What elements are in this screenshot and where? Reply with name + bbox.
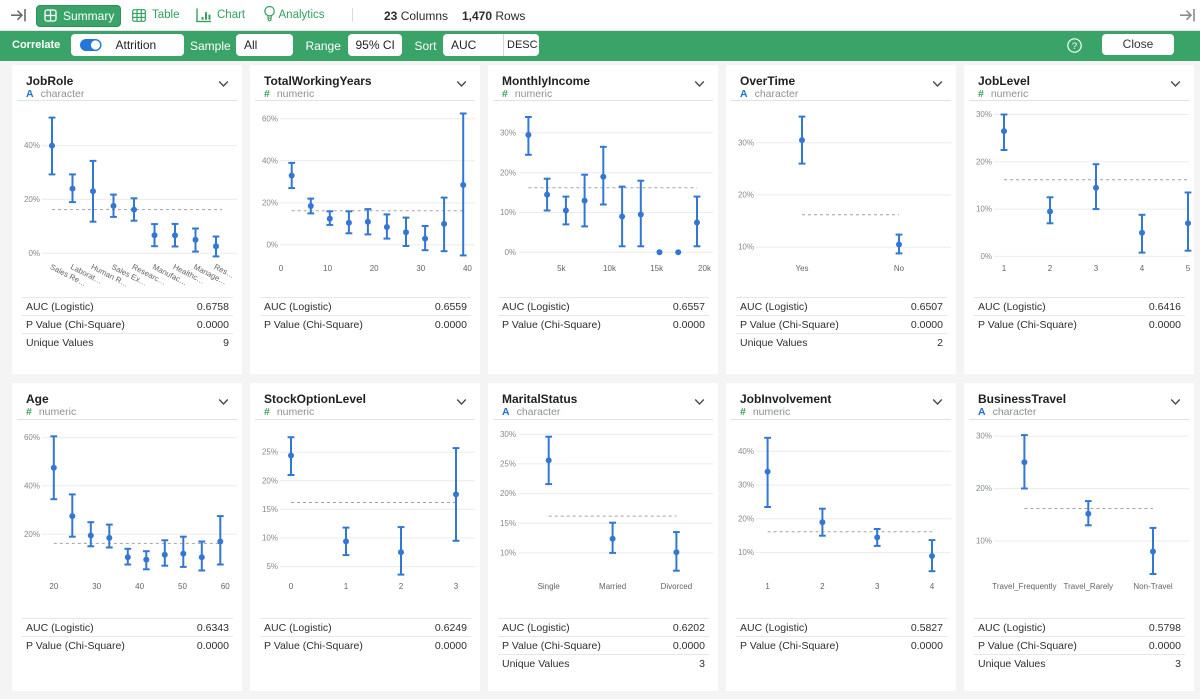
svg-text:20%: 20% [738, 514, 754, 523]
svg-text:5k: 5k [557, 264, 566, 273]
svg-text:Divorced: Divorced [661, 582, 693, 591]
svg-text:40: 40 [135, 582, 144, 591]
svg-text:No: No [894, 264, 905, 273]
svg-text:40%: 40% [738, 447, 754, 456]
svg-text:30%: 30% [500, 128, 516, 137]
svg-text:40%: 40% [262, 156, 278, 165]
svg-text:Non-Travel: Non-Travel [1133, 582, 1172, 591]
svg-text:40: 40 [463, 264, 472, 273]
svg-text:10%: 10% [500, 208, 516, 217]
svg-text:1: 1 [1002, 264, 1007, 273]
svg-text:60%: 60% [262, 114, 278, 123]
svg-text:3: 3 [1094, 264, 1099, 273]
svg-text:0: 0 [279, 264, 284, 273]
svg-text:2: 2 [399, 582, 404, 591]
svg-text:20k: 20k [698, 264, 712, 273]
svg-text:10%: 10% [976, 204, 992, 213]
svg-text:1: 1 [765, 582, 770, 591]
svg-text:10%: 10% [500, 549, 516, 558]
svg-text:30%: 30% [738, 481, 754, 490]
svg-text:20%: 20% [500, 168, 516, 177]
svg-text:Yes: Yes [795, 264, 808, 273]
svg-text:0%: 0% [266, 240, 278, 249]
svg-text:4: 4 [930, 582, 935, 591]
svg-text:10: 10 [323, 264, 332, 273]
svg-text:2: 2 [1048, 264, 1053, 273]
svg-text:20%: 20% [738, 190, 754, 199]
svg-text:30: 30 [416, 264, 425, 273]
svg-text:3: 3 [454, 582, 459, 591]
svg-text:15%: 15% [500, 519, 516, 528]
svg-text:10k: 10k [603, 264, 617, 273]
svg-text:Married: Married [599, 582, 626, 591]
svg-text:40%: 40% [24, 141, 40, 150]
svg-text:10%: 10% [738, 242, 754, 251]
svg-text:10%: 10% [738, 548, 754, 557]
svg-text:20: 20 [49, 582, 58, 591]
svg-text:4: 4 [1140, 264, 1145, 273]
svg-text:20%: 20% [262, 476, 278, 485]
svg-text:20%: 20% [262, 198, 278, 207]
svg-text:30: 30 [92, 582, 101, 591]
svg-text:0%: 0% [28, 248, 40, 257]
svg-text:Single: Single [538, 582, 561, 591]
svg-text:Travel_Frequently: Travel_Frequently [992, 582, 1056, 591]
svg-text:20: 20 [370, 264, 379, 273]
svg-text:10%: 10% [976, 537, 992, 546]
svg-text:30%: 30% [738, 138, 754, 147]
svg-text:50: 50 [178, 582, 187, 591]
svg-text:25%: 25% [262, 448, 278, 457]
svg-text:1: 1 [344, 582, 349, 591]
svg-text:15k: 15k [650, 264, 664, 273]
svg-text:30%: 30% [976, 110, 992, 119]
svg-text:30%: 30% [976, 432, 992, 441]
svg-text:20%: 20% [976, 484, 992, 493]
svg-text:40%: 40% [24, 482, 40, 491]
svg-text:10%: 10% [262, 534, 278, 543]
svg-text:20%: 20% [24, 530, 40, 539]
svg-text:15%: 15% [262, 505, 278, 514]
svg-text:20%: 20% [24, 195, 40, 204]
svg-text:20%: 20% [976, 157, 992, 166]
svg-text:0: 0 [289, 582, 294, 591]
svg-text:5: 5 [1186, 264, 1191, 273]
svg-text:Travel_Rarely: Travel_Rarely [1064, 582, 1114, 591]
svg-text:0%: 0% [980, 252, 992, 261]
svg-text:20%: 20% [500, 489, 516, 498]
svg-text:5%: 5% [266, 562, 278, 571]
svg-text:60: 60 [221, 582, 230, 591]
svg-text:2: 2 [820, 582, 825, 591]
svg-text:60%: 60% [24, 433, 40, 442]
svg-text:25%: 25% [500, 460, 516, 469]
svg-text:0%: 0% [504, 247, 516, 256]
svg-text:3: 3 [875, 582, 880, 591]
svg-text:?: ? [1071, 41, 1076, 52]
svg-text:30%: 30% [500, 430, 516, 439]
